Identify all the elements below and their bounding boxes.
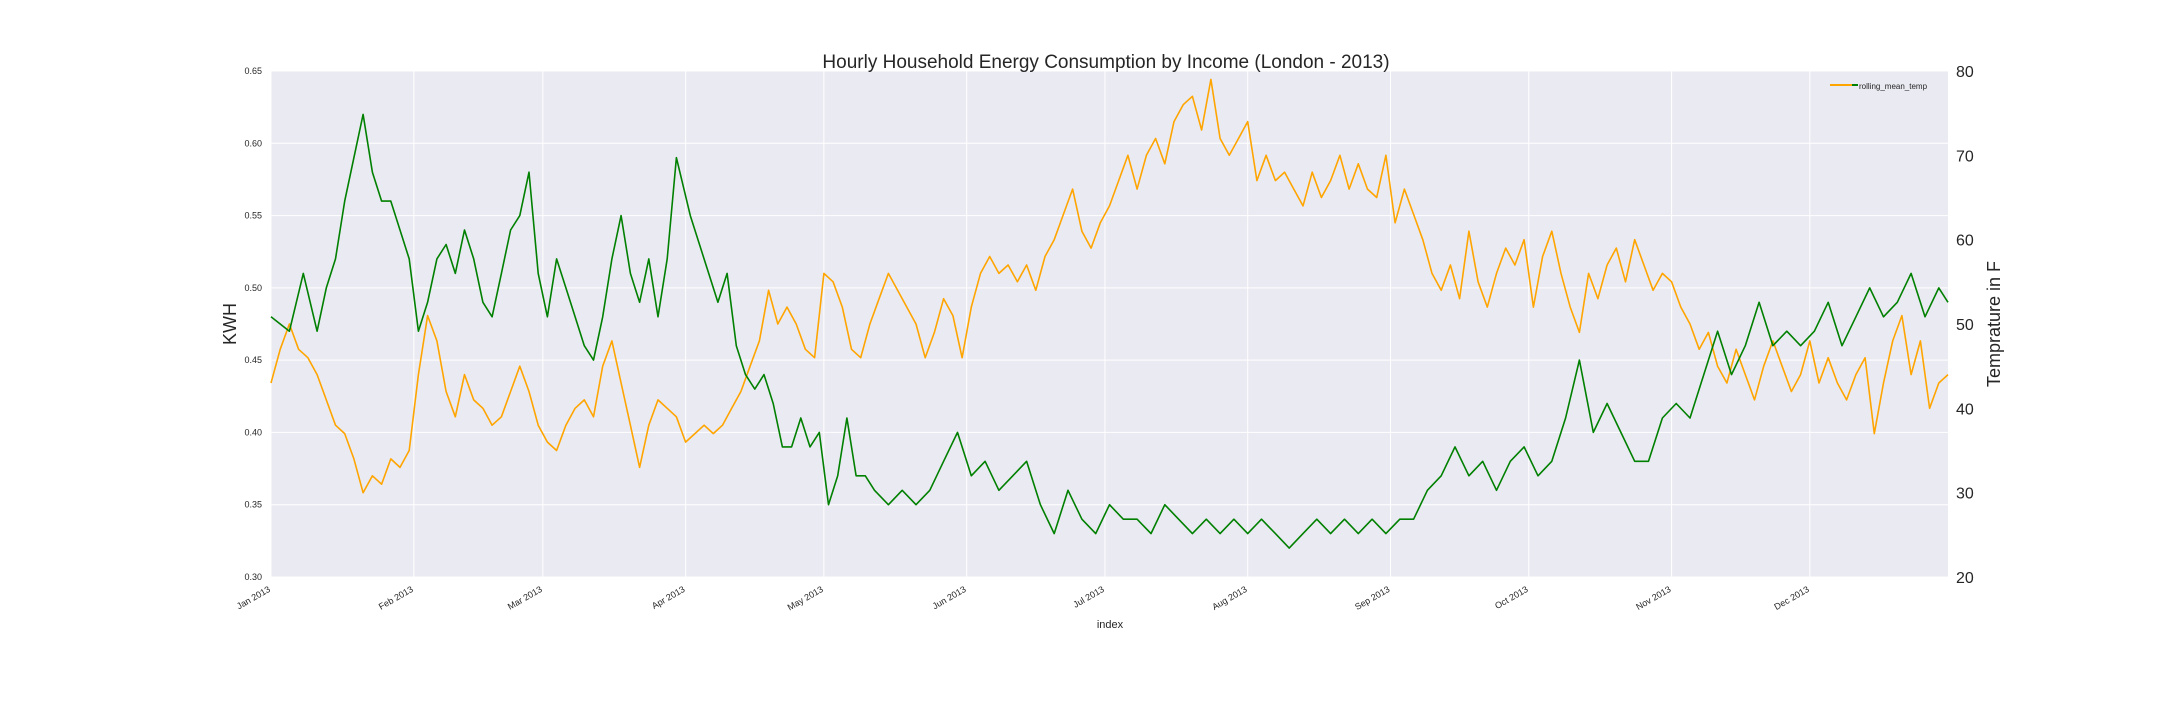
x-tick-label: Jun 2013 xyxy=(931,584,968,611)
y2-tick-label: 20 xyxy=(1956,570,1974,587)
temperature-line xyxy=(270,78,1949,494)
x-tick-label: Oct 2013 xyxy=(1493,584,1530,611)
y2-tick-label: 80 xyxy=(1956,64,1974,81)
right-axis-tick-labels: 20 30 40 50 60 70 80 xyxy=(1956,64,1974,587)
y-tick-label: 0.30 xyxy=(244,572,262,582)
y-tick-label: 0.55 xyxy=(244,211,262,221)
x-axis-tick-labels: Jan 2013 Feb 2013 Mar 2013 Apr 2013 May 2013… xyxy=(235,584,1811,612)
legend: rolling_mean_temp xyxy=(1830,82,1928,91)
y-tick-label: 0.60 xyxy=(244,138,262,148)
kwh-line xyxy=(270,113,1949,549)
y2-tick-label: 30 xyxy=(1956,486,1974,503)
x-tick-label: Sep 2013 xyxy=(1353,584,1391,612)
y2-tick-label: 70 xyxy=(1956,148,1974,165)
legend-entry-label: rolling_mean_temp xyxy=(1859,82,1928,91)
y-tick-label: 0.40 xyxy=(244,427,262,437)
x-tick-label: Aug 2013 xyxy=(1210,584,1248,612)
y2-tick-label: 60 xyxy=(1956,233,1974,250)
y-tick-label: 0.50 xyxy=(244,283,262,293)
y-tick-label: 0.65 xyxy=(244,66,262,76)
x-tick-label: Apr 2013 xyxy=(650,584,687,611)
series-layer xyxy=(270,78,1949,549)
grid xyxy=(270,70,1948,578)
x-tick-label: Dec 2013 xyxy=(1772,584,1810,612)
x-axis-label: index xyxy=(1097,619,1124,631)
chart-title: Hourly Household Energy Consumption by I… xyxy=(822,52,1389,73)
y-axis-label: KWH xyxy=(220,303,240,345)
y-tick-label: 0.45 xyxy=(244,355,262,365)
x-tick-label: Mar 2013 xyxy=(506,584,544,612)
left-axis-tick-labels: 0.30 0.35 0.40 0.45 0.50 0.55 0.60 0.65 xyxy=(244,66,262,582)
plot-area xyxy=(271,71,1948,577)
x-tick-label: Feb 2013 xyxy=(377,584,415,612)
x-tick-label: Jul 2013 xyxy=(1071,584,1105,610)
y-tick-label: 0.35 xyxy=(244,500,262,510)
y2-tick-label: 50 xyxy=(1956,317,1974,334)
y2-axis-label: Temprature in F xyxy=(1984,261,2004,387)
x-tick-label: Jan 2013 xyxy=(235,584,272,611)
x-tick-label: May 2013 xyxy=(786,584,825,612)
y2-tick-label: 40 xyxy=(1956,401,1974,418)
x-tick-label: Nov 2013 xyxy=(1634,584,1672,612)
